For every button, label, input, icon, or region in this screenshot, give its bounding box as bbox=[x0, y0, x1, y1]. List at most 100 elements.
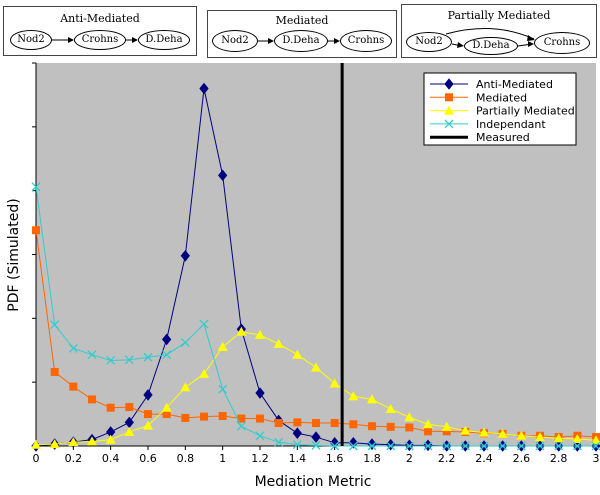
data-point bbox=[442, 441, 452, 451]
series-independant bbox=[31, 182, 600, 451]
data-point bbox=[180, 338, 190, 348]
data-point bbox=[181, 413, 190, 422]
data-point bbox=[88, 395, 96, 404]
data-point bbox=[256, 414, 264, 423]
data-point bbox=[87, 436, 97, 446]
data-point bbox=[404, 441, 414, 451]
diagram-anti-mediated: Anti-Mediated Nod2 Crohns D.Deha bbox=[3, 6, 197, 56]
series-partially-mediated bbox=[31, 326, 600, 449]
data-point bbox=[460, 425, 471, 435]
data-point bbox=[124, 426, 135, 436]
data-point bbox=[386, 422, 395, 431]
legend-item: Partially Mediated bbox=[430, 105, 575, 118]
data-point bbox=[554, 441, 564, 451]
x-tick-label: 1.6 bbox=[326, 452, 344, 465]
legend-item: Anti-Mediated bbox=[430, 78, 553, 91]
diagram-arrows bbox=[52, 37, 138, 43]
data-point bbox=[368, 422, 376, 431]
x-tick-label: 2 bbox=[406, 452, 413, 465]
legend-marker bbox=[445, 93, 453, 102]
data-point bbox=[405, 423, 414, 432]
data-point bbox=[218, 169, 228, 182]
data-point bbox=[105, 434, 116, 444]
data-point bbox=[479, 427, 489, 437]
legend-item: Independant bbox=[430, 118, 546, 131]
data-point bbox=[68, 343, 78, 353]
x-tick-label: 3 bbox=[593, 452, 600, 465]
data-point bbox=[255, 431, 265, 441]
legend-marker bbox=[444, 78, 454, 90]
data-point bbox=[348, 437, 358, 449]
data-point bbox=[274, 437, 284, 447]
diagram-node: Crohns bbox=[340, 30, 392, 52]
data-point bbox=[329, 378, 340, 388]
data-point bbox=[255, 387, 265, 399]
x-axis-ticks: 0 0.2 0.4 0.6 0.8 1 1.2 1.4 1.6 1.8 2 2.2 2.4 2.6 2.8 3 bbox=[33, 446, 600, 465]
legend-label: Measured bbox=[476, 131, 530, 144]
data-point bbox=[386, 441, 396, 451]
data-point bbox=[50, 367, 59, 376]
data-point bbox=[479, 441, 489, 451]
data-point bbox=[441, 421, 452, 431]
data-point bbox=[199, 368, 209, 378]
data-point bbox=[200, 412, 208, 421]
legend-label: Partially Mediated bbox=[476, 105, 575, 118]
data-point bbox=[349, 420, 358, 429]
data-point bbox=[237, 414, 246, 423]
x-axis-title: Mediation Metric bbox=[255, 474, 372, 490]
diagram-mediated: Mediated Nod2 D.Deha Crohns bbox=[207, 10, 397, 58]
data-point bbox=[236, 326, 247, 336]
data-point bbox=[423, 419, 433, 429]
data-point bbox=[31, 182, 41, 192]
data-point bbox=[87, 350, 97, 360]
data-point bbox=[125, 403, 134, 412]
diagram-partially-mediated: Partially Mediated Nod2 D.Deha Crohns bbox=[401, 4, 597, 58]
x-tick-label: 2.2 bbox=[438, 452, 456, 465]
data-point bbox=[497, 428, 508, 438]
data-point bbox=[162, 333, 172, 346]
diagram-title: Partially Mediated bbox=[447, 9, 551, 22]
data-point bbox=[535, 441, 545, 451]
data-point bbox=[498, 441, 508, 451]
data-point bbox=[106, 403, 115, 412]
data-point bbox=[292, 427, 302, 440]
x-tick-label: 2.6 bbox=[513, 452, 531, 465]
data-point bbox=[143, 420, 153, 430]
data-point bbox=[274, 419, 283, 428]
data-point bbox=[106, 356, 116, 365]
data-point bbox=[311, 362, 321, 372]
x-tick-label: 2.8 bbox=[550, 452, 568, 465]
data-point bbox=[144, 410, 152, 419]
x-tick-label: 1.8 bbox=[363, 452, 381, 465]
data-point bbox=[50, 320, 60, 330]
diagram-node: D.Deha bbox=[274, 30, 328, 52]
data-point bbox=[591, 435, 600, 445]
data-point bbox=[572, 441, 582, 451]
x-tick-label: 0 bbox=[33, 452, 40, 465]
data-point bbox=[348, 391, 359, 401]
data-point bbox=[218, 411, 227, 420]
data-point bbox=[180, 249, 190, 262]
data-point bbox=[162, 410, 171, 419]
data-point bbox=[572, 433, 583, 443]
data-point bbox=[143, 352, 153, 362]
data-point bbox=[535, 432, 545, 442]
data-point bbox=[161, 402, 172, 412]
data-point bbox=[311, 440, 321, 450]
data-point bbox=[367, 394, 377, 404]
data-point bbox=[367, 441, 377, 451]
data-point bbox=[516, 441, 526, 451]
x-tick-label: 1.2 bbox=[251, 452, 269, 465]
data-point bbox=[553, 433, 564, 443]
data-point bbox=[273, 338, 284, 348]
data-point bbox=[199, 82, 209, 95]
diagram-arrows bbox=[445, 28, 535, 48]
data-point bbox=[516, 430, 527, 440]
x-tick-label: 0.4 bbox=[102, 452, 120, 465]
legend-label: Anti-Mediated bbox=[476, 78, 553, 91]
data-point bbox=[143, 389, 153, 401]
diagram-node: Nod2 bbox=[10, 30, 52, 50]
data-point bbox=[385, 403, 396, 413]
data-point bbox=[31, 439, 41, 449]
